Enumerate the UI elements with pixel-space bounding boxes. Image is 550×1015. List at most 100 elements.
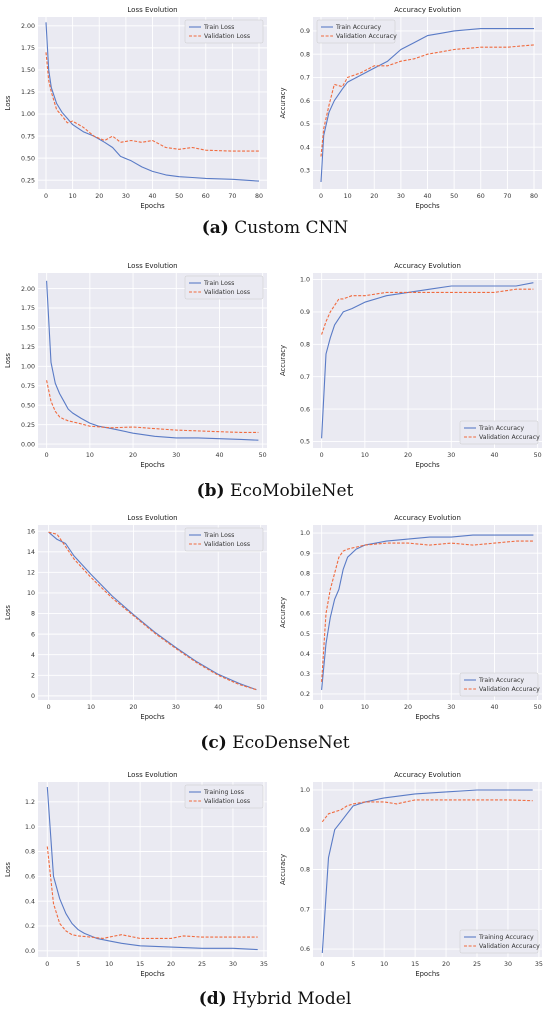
chart-d-loss-ytick-label: 0.0 (25, 948, 35, 955)
chart-c-loss-xtick-label: 0 (47, 704, 51, 711)
chart-a-accuracy-xtick-label: 20 (370, 193, 378, 200)
chart-d-accuracy-ytick-label: 0.7 (300, 906, 310, 913)
chart-b-loss-ytick-label: 1.00 (21, 364, 35, 371)
chart-b-loss-ytick-label: 0.00 (21, 441, 35, 448)
chart-b-accuracy-ytick-label: 0.9 (300, 309, 310, 316)
chart-a-loss-xtick-label: 10 (69, 193, 77, 200)
chart-c-loss: 0 10 20 30 40 50 0 2 4 6 8 10 12 14 16 Loss Evolution Ep… (4, 514, 267, 721)
chart-a-accuracy-legend-box (316, 19, 396, 44)
chart-a-loss-ytick-label: 0.50 (21, 155, 35, 162)
caption-a: (a) Custom CNN (0, 218, 550, 238)
chart-c-accuracy-ytick-label: 0.6 (300, 611, 310, 618)
chart-c-loss-ytick-label: 8 (31, 611, 35, 618)
chart-d-accuracy-series-train-line (321, 789, 533, 954)
chart-c-accuracy-ytick-label: 0.3 (300, 671, 310, 678)
chart-c-loss-xtick-label: 30 (172, 704, 180, 711)
chart-c-accuracy-xtick-label: 40 (490, 704, 498, 711)
chart-c-loss-ylabel: Loss (4, 605, 12, 620)
chart-a-accuracy-series-train-line (320, 28, 534, 183)
chart-b-loss-xtick-label: 10 (86, 452, 94, 459)
chart-d-loss-xtick-label: 35 (260, 961, 268, 968)
chart-a-loss-xtick-label: 60 (202, 193, 210, 200)
chart-a-accuracy-legend: Train Accuracy Validation Accuracy (316, 19, 397, 44)
chart-c-accuracy-legend-label: Train Accuracy (478, 677, 524, 684)
chart-a-accuracy-legend-label: Train Accuracy (335, 24, 381, 31)
chart-b-loss-ytick-label: 0.25 (21, 422, 35, 429)
chart-a-loss-xtick-label: 0 (44, 193, 48, 200)
chart-d-accuracy-xtick-label: 5 (351, 961, 355, 968)
chart-d-loss-ytick-label: 0.4 (25, 898, 35, 905)
chart-c-loss-legend: Train Loss Validation Loss (184, 527, 264, 552)
chart-a-accuracy-xtick-label: 80 (530, 193, 538, 200)
chart-d-loss-xtick-label: 30 (229, 961, 237, 968)
chart-c-accuracy-title: Accuracy Evolution (394, 514, 461, 522)
chart-d-loss-xtick-label: 15 (136, 961, 144, 968)
chart-a-accuracy: 0 10 20 30 40 50 60 70 80 0.3 0.4 0.5 0.6 0.7 0.8 0.9 Ac… (279, 6, 542, 210)
chart-d-loss-ytick-label: 1.0 (25, 824, 35, 831)
chart-b-accuracy-xtick-label: 40 (490, 452, 498, 459)
chart-b-loss-ytick-label: 1.50 (21, 325, 35, 332)
chart-c-accuracy-ytick-label: 0.4 (300, 651, 310, 658)
caption-c-label: (c) (200, 733, 227, 753)
chart-b-loss-legend: Train Loss Validation Loss (184, 275, 264, 300)
chart-d-accuracy-xtick-label: 30 (504, 961, 512, 968)
chart-a-accuracy-xtick-label: 50 (450, 193, 458, 200)
caption-b-label: (b) (196, 481, 225, 501)
chart-c-accuracy-legend-box (459, 672, 539, 697)
chart-b-loss-xlabel: Epochs (140, 461, 165, 469)
chart-a-accuracy-series-validation-line (320, 44, 535, 157)
chart-b-loss: 0 10 20 30 40 50 0.00 0.25 0.50 0.75 1.00 1.25 1.50 1… (4, 262, 267, 469)
chart-a-loss: 0 10 20 30 40 50 60 70 80 0.25 0.50 0.75 1.00 1.25 1.5… (4, 6, 267, 210)
chart-b-accuracy-xlabel: Epochs (415, 461, 440, 469)
chart-d-accuracy-xtick-label: 0 (320, 961, 324, 968)
caption-c-name: EcoDenseNet (232, 733, 350, 753)
chart-b-accuracy-ytick-label: 1.0 (300, 277, 310, 284)
chart-a-accuracy-ytick-label: 0.9 (300, 28, 310, 35)
chart-b-accuracy-title: Accuracy Evolution (394, 262, 461, 270)
chart-c-accuracy-legend-label: Validation Accuracy (479, 686, 540, 693)
chart-d-loss-xlabel: Epochs (140, 970, 165, 978)
chart-a-accuracy-title: Accuracy Evolution (394, 6, 461, 14)
chart-b-accuracy-xtick-label: 0 (320, 452, 324, 459)
chart-c-accuracy-series-train-line (321, 534, 534, 690)
chart-b-loss-ylabel: Loss (4, 353, 12, 368)
chart-d-accuracy-ylabel: Accuracy (279, 854, 287, 885)
chart-c-loss-ytick-label: 10 (27, 590, 35, 597)
chart-b-loss-plot-area (38, 273, 267, 448)
chart-a-accuracy-xtick-label: 30 (397, 193, 405, 200)
chart-a-accuracy-legend-label: Validation Accuracy (336, 33, 397, 40)
chart-d-loss-legend: Training Loss Validation Loss (184, 784, 264, 809)
chart-b-accuracy-ytick-label: 0.5 (300, 439, 310, 446)
chart-b-accuracy-plot-area (313, 273, 542, 448)
chart-b-loss-ytick-label: 0.75 (21, 383, 35, 390)
caption-b-name: EcoMobileNet (229, 481, 354, 501)
chart-b-accuracy-xtick-label: 20 (404, 452, 412, 459)
chart-d-accuracy-xtick-label: 10 (380, 961, 388, 968)
chart-d-loss-xtick-label: 5 (76, 961, 80, 968)
chart-b-accuracy-legend: Train Accuracy Validation Accuracy (459, 420, 540, 445)
chart-b-loss-legend-label: Validation Loss (204, 289, 250, 296)
chart-a-loss-ytick-label: 2.00 (21, 23, 35, 30)
chart-a-accuracy-xlabel: Epochs (415, 202, 440, 210)
chart-d-accuracy: 0 5 10 15 20 25 30 35 0.6 0.7 0.8 0.9 1.0 Accuracy Ev… (279, 771, 543, 978)
chart-d-accuracy-legend-label: Validation Accuracy (479, 943, 540, 950)
chart-b-accuracy-legend-label: Validation Accuracy (479, 434, 540, 441)
chart-a-loss-legend-box (184, 19, 264, 44)
chart-a-loss-xtick-label: 80 (255, 193, 263, 200)
chart-a-loss-legend-label: Validation Loss (204, 33, 250, 40)
chart-c-loss-ytick-label: 0 (31, 693, 35, 700)
chart-d-loss-legend-box (184, 784, 264, 809)
chart-a-loss-xtick-label: 20 (95, 193, 103, 200)
chart-c-accuracy-xtick-label: 10 (361, 704, 369, 711)
caption-b: (b) EcoMobileNet (0, 481, 550, 501)
chart-c-accuracy-xtick-label: 30 (447, 704, 455, 711)
chart-d-loss-legend-label: Validation Loss (204, 798, 250, 805)
chart-b-accuracy-ytick-label: 0.7 (300, 374, 310, 381)
chart-b-accuracy-legend-box (459, 420, 539, 445)
chart-d-accuracy-ytick-label: 0.9 (300, 827, 310, 834)
chart-c-loss-xlabel: Epochs (140, 713, 165, 721)
chart-c-loss-legend-label: Train Loss (203, 532, 234, 539)
chart-b-accuracy-series-validation-line (321, 288, 534, 335)
chart-c-loss-title: Loss Evolution (127, 514, 177, 522)
chart-b-loss-ytick-label: 1.25 (21, 344, 35, 351)
